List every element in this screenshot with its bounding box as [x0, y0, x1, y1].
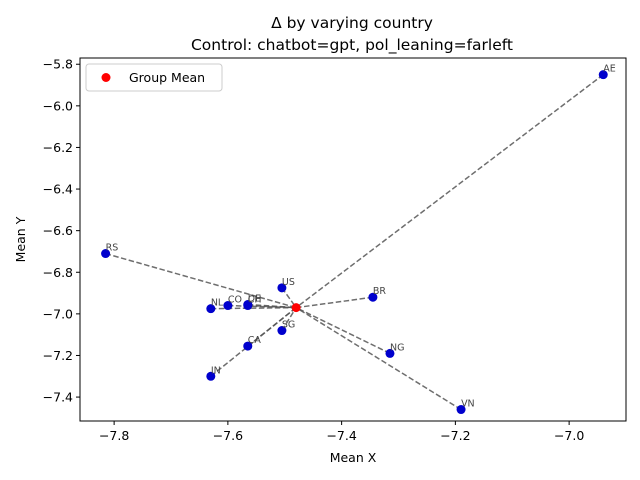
point-label: CO: [228, 295, 242, 306]
y-tick-label: −7.4: [43, 390, 73, 405]
point-label: CH: [248, 295, 262, 306]
y-axis-label: Mean Y: [13, 216, 28, 262]
y-tick-label: −6.0: [43, 98, 73, 113]
data-point: [243, 300, 253, 310]
x-tick-label: −7.8: [99, 428, 129, 443]
data-point: [206, 371, 216, 381]
data-point: [598, 70, 608, 80]
x-tick-label: −7.2: [440, 428, 470, 443]
y-tick-label: −6.6: [43, 223, 73, 238]
connector-lines: [105, 74, 604, 411]
point-label: RS: [106, 243, 119, 254]
x-axis-label: Mean X: [330, 450, 377, 465]
chart-subtitle: Control: chatbot=gpt, pol_leaning=farlef…: [191, 36, 513, 55]
connector-line: [105, 252, 297, 309]
connector-line: [295, 74, 604, 309]
data-point: [385, 348, 395, 358]
x-tick-label: −7.6: [213, 428, 243, 443]
x-tick-label: −7.4: [326, 428, 356, 443]
data-point: [243, 341, 253, 351]
connector-line: [295, 306, 462, 411]
y-tick-label: −6.2: [43, 140, 73, 155]
connector-line: [210, 306, 297, 310]
legend-mean-marker: [101, 73, 111, 82]
plot-frame: [79, 57, 627, 422]
y-tick-label: −6.8: [43, 265, 73, 280]
legend-box: [85, 63, 223, 92]
data-point: [206, 304, 216, 314]
y-tick-label: −7.2: [43, 348, 73, 363]
connector-line: [210, 307, 297, 377]
legend: Group Mean: [85, 63, 223, 92]
point-label: SG: [282, 320, 295, 331]
data-point: [223, 301, 233, 311]
connector-line: [296, 296, 374, 309]
data-point: [101, 249, 111, 259]
point-label: NG: [390, 342, 404, 353]
point-label: DE: [248, 294, 261, 305]
point-label: IN: [211, 365, 221, 376]
y-tick-label: −6.4: [43, 182, 73, 197]
chart-title: Δ by varying country: [271, 14, 433, 32]
data-point: [277, 283, 287, 293]
point-label: AE: [603, 64, 616, 75]
point-label: CA: [248, 335, 262, 346]
data-points: [101, 70, 608, 415]
legend-label: Group Mean: [129, 70, 205, 85]
point-label: VN: [461, 399, 475, 410]
data-point: [277, 326, 287, 336]
x-axis-ticks: −7.8 −7.6 −7.4 −7.2 −7.0: [99, 421, 584, 443]
group-mean-point: [291, 303, 301, 313]
connector-line: [295, 306, 391, 355]
y-tick-label: −7.0: [43, 306, 73, 321]
point-label: BR: [373, 286, 387, 297]
y-tick-label: −5.8: [43, 57, 73, 72]
y-axis-ticks: −5.8 −6.0 −6.2 −6.4 −6.6 −6.8 −7.0 −7.2 −7.4: [43, 57, 80, 405]
data-point: [456, 405, 466, 415]
data-point: [368, 292, 378, 302]
point-label: NL: [211, 298, 224, 309]
point-label: US: [282, 277, 295, 288]
x-tick-label: −7.0: [554, 428, 584, 443]
